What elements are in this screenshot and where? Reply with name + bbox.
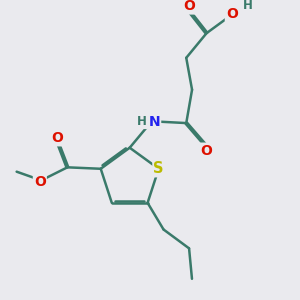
Text: O: O [51, 131, 63, 145]
Text: H: H [243, 0, 253, 12]
Text: O: O [226, 7, 238, 21]
Text: H: H [137, 115, 147, 128]
Text: O: O [183, 0, 195, 14]
Text: S: S [153, 161, 164, 176]
Text: N: N [148, 115, 160, 129]
Text: O: O [34, 175, 46, 189]
Text: O: O [201, 144, 212, 158]
